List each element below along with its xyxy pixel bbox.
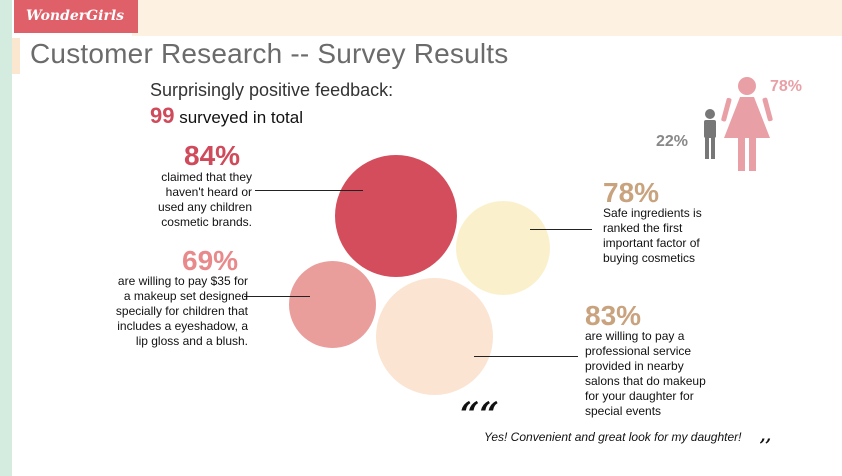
quote-close-mark: ,, [760,426,772,445]
page-title: Customer Research -- Survey Results [30,38,509,69]
circle-83 [376,278,493,395]
circle-78 [456,201,550,295]
stat-78-percentage: 78% [603,177,660,208]
female-percentage: 78% [770,78,803,95]
total-text: surveyed in total [179,108,304,127]
quote-open-mark: ““ [460,395,500,435]
header-band [130,0,842,36]
stat-83-percentage: 83% [585,300,642,331]
connector-83 [474,356,578,357]
quote-text: Yes! Convenient and great look for my da… [484,430,742,444]
gender-icons [704,77,773,171]
circle-69 [289,261,376,348]
connector-69 [244,296,310,297]
left-accent-stripe [0,0,12,476]
summary-total: 99 surveyed in total [150,103,303,129]
connector-78 [530,229,592,230]
stat-78-description: Safe ingredients is ranked the first impor… [603,206,702,265]
stat-83-description: are willing to pay a professional service… [585,329,706,418]
circle-84 [335,155,457,277]
stat-69-percentage: 69% [182,245,239,276]
connector-84 [255,190,363,191]
female-icon [721,77,773,171]
left-accent-cream [12,38,20,74]
male-icon [704,109,716,159]
stat-84-description: claimed that they haven't heard or used an… [157,170,252,229]
male-percentage: 22% [656,133,689,150]
total-number: 99 [150,103,175,128]
stat-84-percentage: 84% [184,140,241,171]
stat-69-description: are willing to pay $35 for a makeup set d… [115,274,248,348]
brand-logo: WonderGirls [14,0,138,33]
summary-subtitle: Surprisingly positive feedback: [150,80,394,100]
